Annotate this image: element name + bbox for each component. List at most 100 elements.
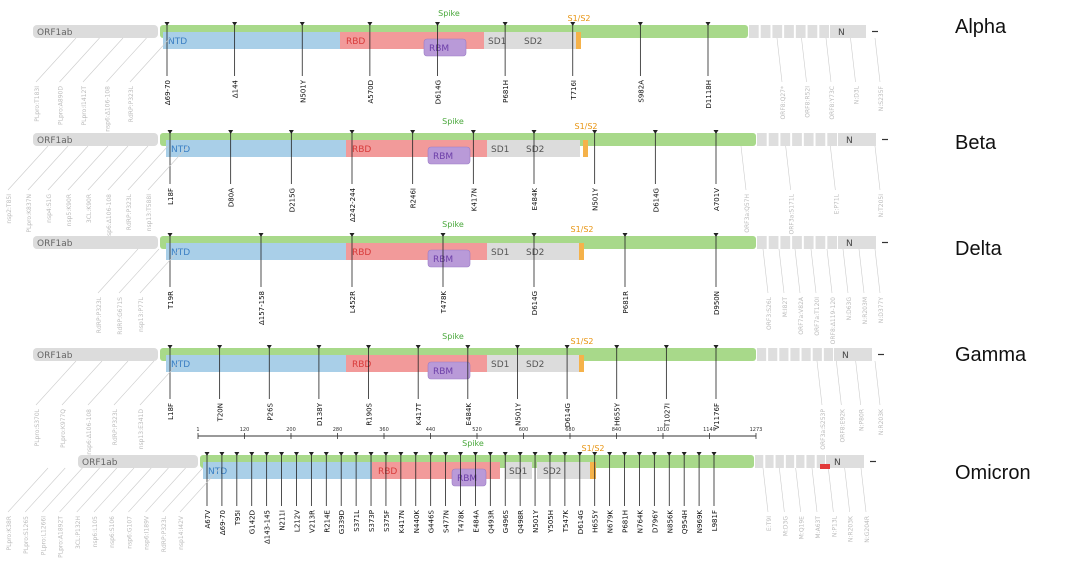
accessory-orf-block xyxy=(827,133,837,146)
orf1ab-mutation-leader xyxy=(87,360,129,406)
accessory-mutation-leader xyxy=(874,145,881,191)
spike-mutation-label: Q493R xyxy=(487,510,495,534)
mutation-marker xyxy=(415,345,421,349)
orf1ab-mutation-leader xyxy=(139,360,181,406)
accessory-mutation-leader xyxy=(842,248,849,294)
accessory-orf-block xyxy=(772,25,783,38)
accessory-orf-block xyxy=(785,455,795,468)
accessory-orf-block xyxy=(755,455,764,468)
sd2-domain xyxy=(518,32,577,49)
orf1ab-mutation-leader xyxy=(42,467,83,513)
orf1ab-mutation-leader xyxy=(162,467,204,513)
mutation-marker xyxy=(713,345,719,349)
mutation-marker xyxy=(367,22,373,26)
mutation-marker xyxy=(666,452,672,456)
mutation-marker xyxy=(338,452,344,456)
mutation-marker xyxy=(564,345,570,349)
orf1ab-mutation-label: PLpro:T183I xyxy=(34,86,41,122)
mutation-marker xyxy=(622,452,628,456)
mutation-marker xyxy=(349,130,355,134)
mutation-marker xyxy=(487,452,493,456)
accessory-mutation-label: ORF3:S26L xyxy=(766,296,773,330)
sd2-label: SD2 xyxy=(526,248,544,258)
spike-mutation-label: Δ69-70 xyxy=(219,510,227,535)
n-gene-label: N xyxy=(834,458,841,468)
mutation-marker xyxy=(547,452,553,456)
aa-scale-label: 1140 xyxy=(703,427,716,433)
accessory-orf-block xyxy=(792,133,802,146)
orf1ab-mutation-label: nsp13:T588I xyxy=(146,194,153,232)
s1s2-cleavage-site xyxy=(576,32,581,49)
orf1ab-mutation-leader xyxy=(97,248,139,294)
mutation-marker xyxy=(502,22,508,26)
spike-label: Spike xyxy=(438,9,460,18)
spike-mutation-label: V213R xyxy=(308,510,316,533)
mutation-marker xyxy=(681,452,687,456)
accessory-mutation-leader xyxy=(830,145,836,191)
mutation-marker xyxy=(167,233,173,237)
sd2-label: SD2 xyxy=(543,467,561,477)
variant-row-beta: ORF1ab Spike S1/S2 NTD RBD RBM SD1 SD2 N L18F D80A… xyxy=(6,117,888,240)
orf1ab-block xyxy=(78,455,198,468)
mutation-marker xyxy=(465,345,471,349)
orf1ab-mutation-label: nsp6:L105 xyxy=(92,516,99,548)
accessory-orf-block xyxy=(784,25,794,38)
sd1-domain xyxy=(487,243,520,260)
ntd-label: NTD xyxy=(168,37,187,47)
orf1ab-label: ORF1ab xyxy=(37,239,73,249)
spike-mutation-label: Δ144 xyxy=(232,79,240,98)
n-gene-label: N xyxy=(842,351,849,361)
spike-mutation-label: K417N xyxy=(398,510,406,533)
spike-mutation-label: N501Y xyxy=(592,187,600,211)
orf1ab-mutation-leader xyxy=(129,37,171,83)
mutation-marker xyxy=(440,233,446,237)
s1s2-cleavage-site xyxy=(579,355,584,372)
accessory-mutation-label: ORF8:Y73C xyxy=(829,86,836,120)
s1s2-label: S1/S2 xyxy=(570,225,593,234)
accessory-mutation-leader xyxy=(795,467,801,513)
spike-mutation-label: S371L xyxy=(353,510,361,532)
orf1ab-mutation-label: PLpro:K837N xyxy=(26,194,33,233)
mutation-marker xyxy=(167,130,173,134)
accessory-mutation-label: N:D3L xyxy=(854,85,861,104)
orf1ab-mutation-label: nsp6:G107 xyxy=(126,516,133,549)
s1s2-label: S1/S2 xyxy=(570,337,593,346)
accessory-mutation-leader xyxy=(844,467,850,513)
sd1-domain xyxy=(484,32,518,49)
spike-mutation-label: N211I xyxy=(279,510,287,531)
accessory-mutation-leader xyxy=(825,37,832,83)
sd1-label: SD1 xyxy=(491,360,509,370)
orf1ab-mutation-label: RdRP:P323L xyxy=(161,515,168,552)
orf1ab-mutation-label: nsp6:S106 xyxy=(109,516,116,548)
spike-mutation-label: G339D xyxy=(338,510,346,534)
accessory-mutation-leader xyxy=(860,467,867,513)
spike-mutation-label: D614G xyxy=(577,510,585,534)
orf1ab-mutation-label: nsp6:Δ106-108 xyxy=(106,194,113,240)
orf1ab-block xyxy=(33,133,158,146)
orf1ab-mutation-label: nsp6:Δ106-108 xyxy=(105,86,112,132)
spike-mutation-label: V1176F xyxy=(713,403,721,430)
orf1ab-mutation-label: PLpro:I1412T xyxy=(81,86,88,126)
accessory-mutation-leader xyxy=(776,37,783,83)
accessory-mutation-label: N:D377Y xyxy=(878,297,885,324)
accessory-orf-block xyxy=(790,348,800,361)
orf1ab-mutation-leader xyxy=(27,145,69,191)
mutation-marker xyxy=(383,452,389,456)
accessory-mutation-label: ORF8:E92K xyxy=(839,408,846,443)
accessory-mutation-label: M:I82T xyxy=(782,297,789,318)
orf1ab-mutation-label: RdRP:G671S xyxy=(117,297,124,335)
accessory-mutation-leader xyxy=(810,248,817,294)
orf1ab-mutation-label: nsp6:I189V xyxy=(144,515,151,550)
accessory-mutation-leader xyxy=(740,145,747,191)
accessory-mutation-label: N:R203K xyxy=(848,515,855,542)
mutation-marker xyxy=(410,130,416,134)
accessory-orf-block xyxy=(812,348,822,361)
accessory-mutation-leader xyxy=(785,145,791,191)
orf1ab-mutation-leader xyxy=(145,467,186,513)
accessory-orf-block xyxy=(779,348,789,361)
mutation-marker xyxy=(562,452,568,456)
accessory-orf-block xyxy=(780,236,791,249)
orf1ab-mutation-label: nsp6:Δ106-108 xyxy=(86,409,93,455)
accessory-mutation-leader xyxy=(794,248,801,294)
